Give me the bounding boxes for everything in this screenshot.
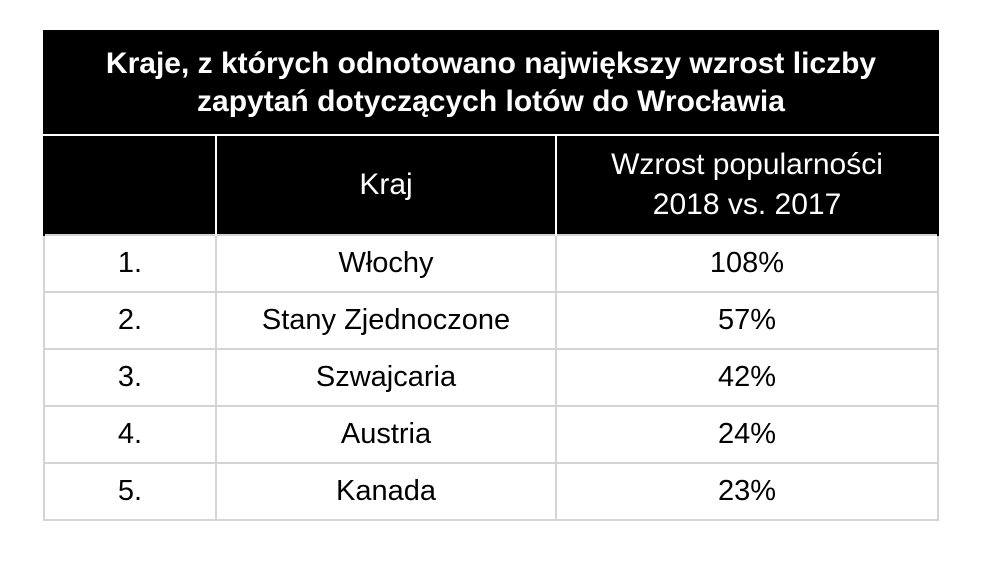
rank-cell: 5. bbox=[43, 462, 217, 521]
column-header-rank bbox=[43, 135, 217, 235]
rank-cell: 2. bbox=[43, 291, 217, 350]
column-header-country: Kraj bbox=[215, 135, 557, 235]
country-cell: Szwajcaria bbox=[215, 348, 557, 407]
growth-cell: 42% bbox=[554, 348, 940, 407]
rank-cell: 4. bbox=[43, 405, 217, 464]
rank-cell: 3. bbox=[43, 348, 217, 407]
column-header-row: Kraj Wzrost popularności 2018 vs. 2017 bbox=[43, 135, 940, 235]
growth-cell: 108% bbox=[554, 234, 940, 293]
table-row: 1. Włochy 108% bbox=[43, 234, 940, 293]
growth-cell: 24% bbox=[554, 405, 940, 464]
table-title: Kraje, z których odnotowano największy w… bbox=[42, 30, 940, 136]
table-row: 3. Szwajcaria 42% bbox=[43, 348, 940, 407]
country-cell: Kanada bbox=[215, 462, 557, 521]
column-header-growth: Wzrost popularności 2018 vs. 2017 bbox=[554, 135, 940, 235]
table-row: 2. Stany Zjednoczone 57% bbox=[43, 291, 940, 350]
column-header-growth-line2: 2018 vs. 2017 bbox=[652, 188, 842, 221]
country-cell: Włochy bbox=[215, 234, 557, 293]
country-cell: Austria bbox=[215, 405, 557, 464]
ranking-table-container: Kraje, z których odnotowano największy w… bbox=[42, 30, 940, 521]
table-row: 5. Kanada 23% bbox=[43, 462, 940, 521]
ranking-table: Kraje, z których odnotowano największy w… bbox=[42, 30, 940, 521]
country-cell: Stany Zjednoczone bbox=[215, 291, 557, 350]
table-row: 4. Austria 24% bbox=[43, 405, 940, 464]
table-title-row: Kraje, z których odnotowano największy w… bbox=[42, 30, 940, 136]
column-header-growth-line1: Wzrost popularności bbox=[611, 148, 883, 181]
rank-cell: 1. bbox=[43, 234, 217, 293]
growth-cell: 23% bbox=[554, 462, 940, 521]
growth-cell: 57% bbox=[554, 291, 940, 350]
